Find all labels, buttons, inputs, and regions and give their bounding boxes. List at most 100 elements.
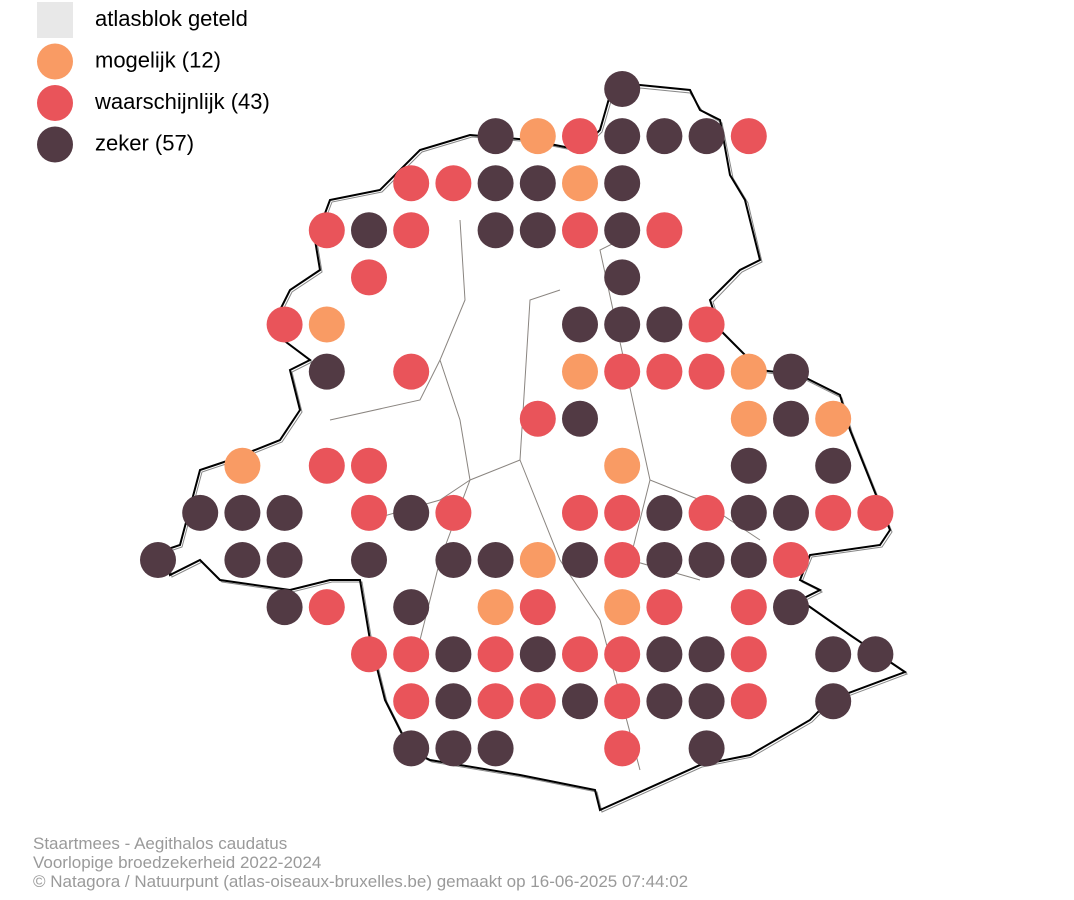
atlas-block-dot xyxy=(730,494,767,531)
atlas-block-dot xyxy=(393,212,430,249)
atlas-block-dot xyxy=(308,212,345,249)
atlas-block-dot xyxy=(224,542,261,578)
atlas-block-dot xyxy=(646,494,683,531)
legend-label: mogelijk (12) xyxy=(95,47,221,72)
footer-line: © Natagora / Natuurpunt (atlas-oiseaux-b… xyxy=(33,872,688,891)
atlas-block-dot xyxy=(519,165,556,202)
atlas-block-dot xyxy=(604,306,641,343)
atlas-block-dot xyxy=(393,683,430,720)
atlas-block-dot xyxy=(857,494,894,531)
atlas-block-dot xyxy=(646,212,683,249)
legend-label: waarschijnlijk (43) xyxy=(94,89,270,114)
atlas-block-dot xyxy=(688,353,725,390)
atlas-block-dot xyxy=(519,589,556,626)
atlas-block-dot xyxy=(140,542,176,578)
atlas-block-dot xyxy=(393,730,430,767)
atlas-block-dot xyxy=(857,636,894,673)
atlas-block-dot xyxy=(815,494,852,531)
atlas-block-dot xyxy=(604,542,641,578)
atlas-block-dot xyxy=(351,636,387,673)
atlas-block-dot xyxy=(646,636,683,673)
legend-swatch xyxy=(37,126,73,163)
atlas-block-dot xyxy=(224,447,261,484)
atlas-block-dot xyxy=(477,165,514,202)
atlas-block-dot xyxy=(773,494,809,531)
atlas-block-dot xyxy=(351,212,387,249)
atlas-block-dot xyxy=(519,212,556,249)
atlas-block-dot xyxy=(308,353,345,390)
atlas-block-dot xyxy=(477,683,514,720)
atlas-block-dot xyxy=(604,212,641,249)
atlas-block-dot xyxy=(604,447,641,484)
atlas-block-dot xyxy=(477,542,514,578)
atlas-block-dot xyxy=(351,259,387,296)
atlas-block-dot xyxy=(435,730,472,767)
atlas-block-dot xyxy=(562,118,598,155)
atlas-block-dot xyxy=(519,118,556,155)
atlas-block-dot xyxy=(266,306,303,343)
atlas-block-dot xyxy=(351,494,387,531)
atlas-block-dot xyxy=(815,683,852,720)
atlas-block-dot xyxy=(730,589,767,626)
atlas-block-dot xyxy=(688,494,725,531)
atlas-block-dot xyxy=(562,353,598,390)
atlas-block-dot xyxy=(730,542,767,578)
atlas-block-dot xyxy=(688,306,725,343)
atlas-block-dot xyxy=(519,400,556,437)
atlas-block-dot xyxy=(688,118,725,155)
atlas-block-dot xyxy=(435,494,472,531)
atlas-block-dot xyxy=(730,400,767,437)
atlas-block-dot xyxy=(393,165,430,202)
atlas-block-dot xyxy=(730,447,767,484)
atlas-block-dot xyxy=(519,542,556,578)
atlas-block-dot xyxy=(562,212,598,249)
atlas-block-dot xyxy=(435,165,472,202)
legend-label: atlasblok geteld xyxy=(95,6,248,31)
atlas-block-dot xyxy=(646,542,683,578)
atlas-block-dot xyxy=(308,589,345,626)
atlas-block-dot xyxy=(773,589,809,626)
atlas-block-dot xyxy=(393,353,430,390)
atlas-block-dot xyxy=(815,447,852,484)
atlas-block-dot xyxy=(435,636,472,673)
atlas-block-dot xyxy=(773,353,809,390)
atlas-block-dot xyxy=(224,494,261,531)
atlas-block-dot xyxy=(477,212,514,249)
atlas-block-dot xyxy=(477,730,514,767)
atlas-block-dot xyxy=(435,683,472,720)
atlas-block-dot xyxy=(393,494,430,531)
legend-swatch xyxy=(37,85,73,121)
atlas-block-dot xyxy=(562,165,598,202)
atlas-block-dot xyxy=(815,636,852,673)
atlas-block-dot xyxy=(266,494,303,531)
atlas-block-dot xyxy=(604,589,641,626)
atlas-block-dot xyxy=(730,683,767,720)
legend-label: zeker (57) xyxy=(95,130,194,155)
legend-swatch xyxy=(37,2,73,38)
atlas-block-dot xyxy=(477,589,514,626)
atlas-block-dot xyxy=(351,447,387,484)
atlas-block-dot xyxy=(519,636,556,673)
atlas-block-dot xyxy=(688,636,725,673)
atlas-block-dot xyxy=(604,683,641,720)
atlas-block-dot xyxy=(393,636,430,673)
atlas-block-dot xyxy=(646,589,683,626)
footer-line: Staartmees - Aegithalos caudatus xyxy=(33,834,287,853)
atlas-block-dot xyxy=(182,494,219,531)
legend-swatch xyxy=(37,43,73,80)
atlas-block-dot xyxy=(646,683,683,720)
atlas-block-dot xyxy=(646,306,683,343)
atlas-block-dot xyxy=(730,118,767,155)
atlas-block-dot xyxy=(562,542,598,578)
atlas-block-dot xyxy=(351,542,387,578)
atlas-block-dot xyxy=(519,683,556,720)
atlas-block-dot xyxy=(266,542,303,578)
atlas-block-dot xyxy=(773,400,809,437)
atlas-block-dot xyxy=(604,636,641,673)
atlas-block-dot xyxy=(308,306,345,343)
atlas-block-dot xyxy=(604,165,641,202)
atlas-block-dot xyxy=(730,353,767,390)
atlas-block-dot xyxy=(773,542,809,578)
atlas-block-dot xyxy=(815,400,852,437)
